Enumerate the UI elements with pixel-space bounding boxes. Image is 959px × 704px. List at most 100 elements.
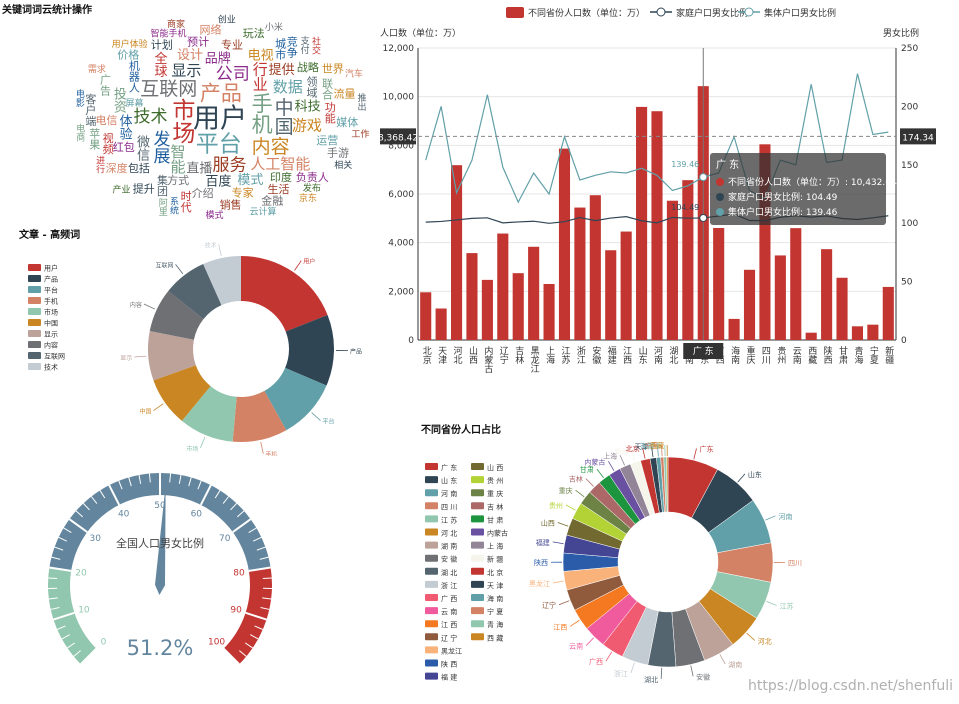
wordcloud-word: 客户端 [84, 92, 97, 127]
label-leader [585, 637, 595, 646]
y-right-tick-label: 150 [901, 161, 918, 171]
y-right-tick-label: 100 [901, 219, 918, 229]
axis-pointer-label: 广 东 [693, 345, 714, 357]
legend-label: 内容 [44, 341, 58, 350]
legend-swatch [425, 541, 438, 549]
legend-label: 西 藏 [487, 633, 503, 642]
province-pie-title: 不同省份人口占比 [421, 425, 501, 436]
gauge-needle [155, 485, 166, 595]
tooltip-title: 广 东 [716, 158, 739, 171]
pie-slice [666, 456, 669, 513]
gauge-tick [99, 490, 106, 499]
wordcloud-word: 负责人 [296, 170, 329, 184]
label-leader [294, 260, 302, 271]
slice-label: 用户 [303, 258, 315, 266]
wordcloud-word: 手游 [327, 146, 349, 160]
legend-label: 显示 [44, 331, 58, 339]
x-tick-label: 吉林 [513, 346, 524, 365]
slice-label: 江苏 [780, 601, 794, 610]
bar [836, 277, 848, 340]
wordcloud-word: 销售 [220, 197, 242, 211]
label-leader [570, 619, 580, 627]
gauge-detail: 51.2% [127, 636, 194, 660]
wordcloud-word: 行业 [251, 62, 269, 92]
legend-swatch [425, 489, 438, 497]
gauge-tick [232, 518, 252, 533]
legend-swatch [471, 580, 484, 588]
gauge-title: 全国人口男女比例 [116, 536, 204, 550]
series-line [425, 73, 889, 204]
label-leader [175, 264, 184, 275]
legend-swatch [425, 633, 438, 641]
ref-left-badge [380, 128, 416, 145]
legend-label: 陕 西 [441, 660, 457, 669]
wordcloud-word: 模式 [237, 173, 263, 188]
wordcloud-word: 电视 [248, 49, 274, 64]
label-leader [608, 461, 615, 471]
wordcloud-word: 屏幕 [125, 97, 143, 109]
label-leader [661, 445, 663, 457]
tooltip-row: 家庭户口男女比例: 104.49 [728, 191, 838, 203]
label-leader [218, 244, 222, 257]
gauge-tick [245, 611, 267, 621]
bar [481, 279, 493, 340]
wordcloud-word: 包括 [128, 161, 150, 175]
slice-label: 手机 [265, 451, 277, 456]
wordcloud-word: 社交 [310, 36, 321, 56]
gauge-tick-label: 60 [191, 510, 203, 520]
gauge-tick [262, 597, 272, 600]
gauge-tick [108, 484, 121, 506]
legend-swatch [471, 541, 484, 549]
bar [882, 286, 894, 340]
wordcloud-word: 设计 [177, 48, 203, 63]
legend-label: 云 南 [441, 607, 457, 616]
axis-pointer-badge [683, 343, 724, 359]
y-right-tick-label: 0 [901, 336, 907, 346]
legend-bar-swatch [506, 7, 524, 18]
legend-label: 产品 [44, 275, 58, 284]
legend-label: 宁 夏 [487, 607, 503, 616]
gauge-band [223, 567, 272, 665]
legend-swatch [471, 567, 484, 575]
gauge-tick [222, 647, 240, 665]
pie-slice [203, 256, 241, 306]
legend-label: 互联网 [44, 352, 65, 361]
wordcloud-word: 平台 [196, 132, 242, 158]
slice-label: 黑龙江 [529, 579, 550, 588]
wordcloud-word: 技术 [134, 107, 168, 127]
wordcloud-word: 媒体 [336, 115, 358, 129]
gauge-tick-label: 10 [78, 606, 90, 616]
gauge-tick [80, 647, 98, 665]
legend-swatch [425, 620, 438, 628]
label-leader [596, 468, 604, 479]
gauge-tick [222, 496, 230, 504]
y-left-tick-label: 6,000 [388, 190, 414, 200]
gauge-tick-label: 20 [75, 568, 87, 578]
slice-label: 平台 [323, 418, 335, 426]
legend-label: 浙 江 [441, 581, 457, 590]
slice-label: 云南 [569, 642, 583, 651]
gauge-tick-label: 0 [101, 638, 107, 648]
y-right-tick-label: 50 [901, 278, 913, 288]
gauge-tick [49, 566, 72, 572]
wordcloud-title: 关键词词云统计操作 [2, 5, 92, 16]
gauge-tick [63, 527, 72, 533]
label-leader [737, 473, 746, 483]
gauge-tick [239, 650, 247, 657]
gauge-tick [188, 477, 192, 487]
gauge-tick [128, 477, 132, 487]
gauge-tick [169, 473, 172, 483]
slice-label: 上海 [603, 451, 617, 460]
bar [728, 318, 740, 340]
label-leader [552, 580, 564, 584]
legend-label: 手机 [44, 297, 58, 306]
legend-swatch [425, 567, 438, 575]
legend-label: 河 南 [441, 489, 457, 498]
sex-ratio-gauge: 0 10 20 30 40 50 60 70 80 90 100 全国人口男女比例 51.2% [48, 473, 272, 665]
wordcloud-word: 生活 [268, 182, 290, 196]
x-tick-label: 甘肃 [837, 345, 848, 365]
chart-legend: 不同省份人口数（单位：万） 家庭户口男女比例 集体户口男女比例 [506, 7, 836, 19]
wordcloud-word: 专家 [232, 185, 254, 199]
slice-label: 陕西 [534, 558, 548, 567]
slice-label: 山西 [541, 519, 555, 528]
